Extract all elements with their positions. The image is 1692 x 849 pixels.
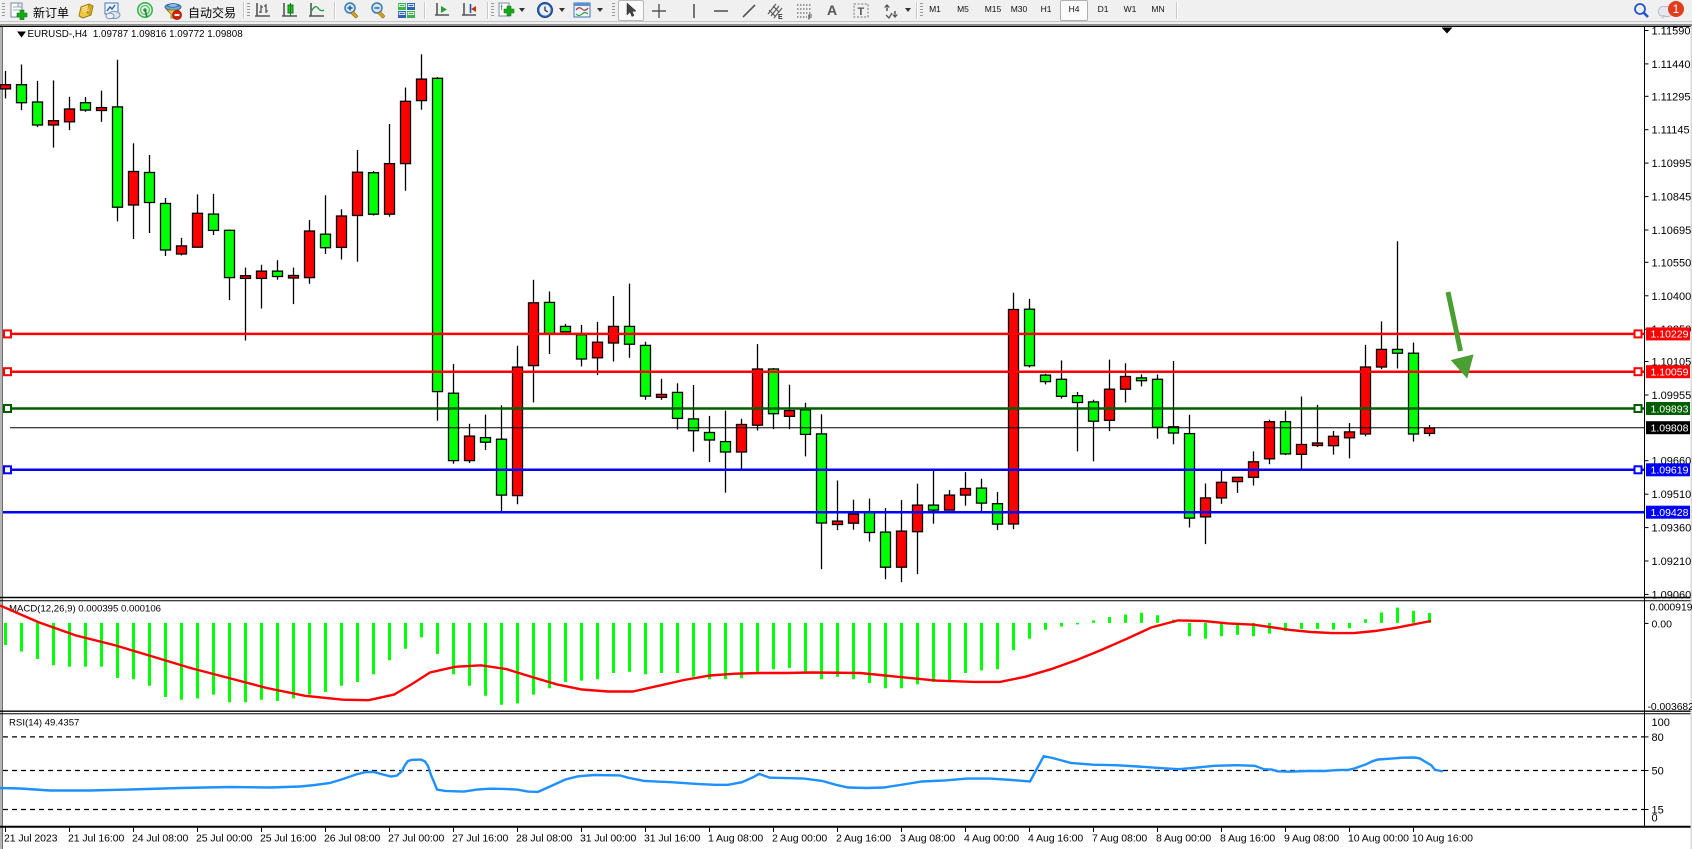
svg-text:1.11590: 1.11590 bbox=[1652, 26, 1691, 38]
svg-text:1.11295: 1.11295 bbox=[1652, 91, 1691, 103]
svg-text:1.10229: 1.10229 bbox=[1651, 329, 1689, 341]
svg-text:1.10400: 1.10400 bbox=[1652, 291, 1692, 303]
svg-text:21 Jul 16:00: 21 Jul 16:00 bbox=[68, 833, 124, 845]
svg-text:1.11440: 1.11440 bbox=[1652, 59, 1691, 71]
svg-text:1.10059: 1.10059 bbox=[1651, 367, 1689, 379]
svg-text:1.09428: 1.09428 bbox=[1651, 507, 1689, 519]
svg-text:1.09210: 1.09210 bbox=[1652, 556, 1692, 568]
svg-text:8 Aug 16:00: 8 Aug 16:00 bbox=[1220, 833, 1275, 845]
svg-text:1.09060: 1.09060 bbox=[1652, 589, 1692, 601]
svg-text:1.09510: 1.09510 bbox=[1652, 489, 1692, 501]
svg-text:RSI(14) 49.4357: RSI(14) 49.4357 bbox=[9, 718, 79, 729]
svg-text:-0.003682: -0.003682 bbox=[1648, 702, 1692, 713]
svg-text:2 Aug 16:00: 2 Aug 16:00 bbox=[836, 833, 891, 845]
svg-text:26 Jul 08:00: 26 Jul 08:00 bbox=[324, 833, 380, 845]
svg-text:1.09619: 1.09619 bbox=[1651, 465, 1689, 477]
svg-text:1 Aug 08:00: 1 Aug 08:00 bbox=[708, 833, 763, 845]
svg-text:24 Jul 08:00: 24 Jul 08:00 bbox=[132, 833, 188, 845]
svg-text:T: T bbox=[858, 6, 865, 18]
svg-text:7 Aug 08:00: 7 Aug 08:00 bbox=[1092, 833, 1147, 845]
svg-text:31 Jul 16:00: 31 Jul 16:00 bbox=[644, 833, 700, 845]
svg-text:80: 80 bbox=[1652, 732, 1664, 744]
svg-text:1.09360: 1.09360 bbox=[1652, 523, 1692, 535]
svg-text:f: f bbox=[501, 5, 503, 12]
svg-text:2 Aug 00:00: 2 Aug 00:00 bbox=[772, 833, 827, 845]
svg-text:1.10695: 1.10695 bbox=[1652, 225, 1692, 237]
svg-text:10 Aug 00:00: 10 Aug 00:00 bbox=[1348, 833, 1409, 845]
svg-text:1.11145: 1.11145 bbox=[1652, 125, 1690, 137]
svg-text:0.00: 0.00 bbox=[1652, 618, 1673, 630]
svg-text:9 Aug 08:00: 9 Aug 08:00 bbox=[1284, 833, 1339, 845]
svg-text:27 Jul 16:00: 27 Jul 16:00 bbox=[452, 833, 508, 845]
svg-text:0.000919: 0.000919 bbox=[1650, 603, 1692, 614]
svg-text:10 Aug 16:00: 10 Aug 16:00 bbox=[1412, 833, 1473, 845]
svg-text:28 Jul 08:00: 28 Jul 08:00 bbox=[516, 833, 572, 845]
svg-text:8 Aug 00:00: 8 Aug 00:00 bbox=[1156, 833, 1211, 845]
svg-text:50: 50 bbox=[1652, 766, 1664, 778]
svg-text:1.09808: 1.09808 bbox=[1651, 423, 1689, 435]
svg-text:1.10550: 1.10550 bbox=[1652, 257, 1692, 269]
svg-text:0: 0 bbox=[1652, 813, 1658, 825]
svg-text:MACD(12,26,9) 0.000395 0.00010: MACD(12,26,9) 0.000395 0.000106 bbox=[9, 604, 161, 615]
svg-text:F: F bbox=[808, 15, 813, 21]
svg-text:1.09955: 1.09955 bbox=[1652, 390, 1692, 402]
svg-text:4 Aug 16:00: 4 Aug 16:00 bbox=[1028, 833, 1083, 845]
svg-text:EURUSD-,H4 1.09787 1.09816 1.: EURUSD-,H4 1.09787 1.09816 1.09772 1.098… bbox=[28, 29, 244, 40]
svg-text:4 Aug 00:00: 4 Aug 00:00 bbox=[964, 833, 1019, 845]
svg-text:100: 100 bbox=[1652, 717, 1670, 729]
svg-text:3 Aug 08:00: 3 Aug 08:00 bbox=[900, 833, 955, 845]
svg-text:E: E bbox=[778, 14, 783, 20]
svg-text:25 Jul 16:00: 25 Jul 16:00 bbox=[260, 833, 316, 845]
svg-text:1.10995: 1.10995 bbox=[1652, 158, 1692, 170]
svg-text:1.09893: 1.09893 bbox=[1651, 403, 1689, 415]
svg-text:15: 15 bbox=[1652, 805, 1664, 817]
svg-text:1.10845: 1.10845 bbox=[1652, 192, 1692, 204]
svg-text:31 Jul 00:00: 31 Jul 00:00 bbox=[580, 833, 636, 845]
svg-text:25 Jul 00:00: 25 Jul 00:00 bbox=[196, 833, 252, 845]
svg-text:27 Jul 00:00: 27 Jul 00:00 bbox=[388, 833, 444, 845]
svg-text:21 Jul 2023: 21 Jul 2023 bbox=[4, 833, 58, 845]
